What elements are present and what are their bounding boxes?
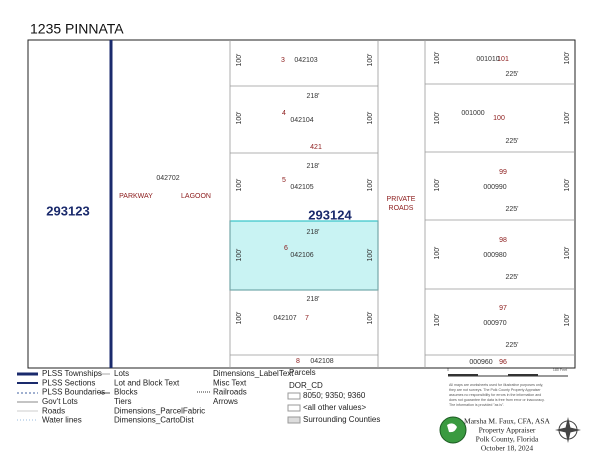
legend-title: Parcels: [289, 368, 316, 377]
dimension: 100': [367, 53, 374, 66]
dimension: 100': [564, 51, 571, 64]
dimension: 218': [306, 93, 319, 100]
lot-number: 3: [281, 57, 285, 64]
dimension: 100': [367, 178, 374, 191]
dimension: 100': [434, 246, 441, 259]
lot-number: 101: [497, 56, 509, 63]
parcel-id: 042104: [290, 117, 313, 124]
dimension: 100': [367, 111, 374, 124]
dimension: 225': [505, 342, 518, 349]
lot-number: 6: [284, 245, 288, 252]
parcel-id: 000980: [483, 252, 506, 259]
dimension: 100': [564, 178, 571, 191]
parcel-id: 042105: [290, 184, 313, 191]
legend-item: Blocks: [114, 388, 138, 397]
dimension: 100': [434, 111, 441, 124]
lot-number: 8: [296, 358, 300, 365]
signature: Polk County, Florida: [476, 435, 539, 444]
disclaimer: The information is provided "as is".: [449, 403, 504, 407]
legend-title: DOR_CD: [289, 381, 323, 390]
lot-number: 5: [282, 177, 286, 184]
disclaimer: they are not surveys. The Polk County Pr…: [449, 388, 541, 392]
dimension: 100': [236, 53, 243, 66]
signature: October 18, 2024: [481, 444, 534, 453]
block-label: 421: [310, 144, 322, 151]
legend-item: Surrounding Counties: [303, 415, 380, 424]
dimension: 218': [306, 229, 319, 236]
scale-label: 180 Feet: [553, 368, 567, 372]
dimension: 100': [236, 248, 243, 261]
road-name: LAGOON: [181, 193, 211, 200]
disclaimer: All maps are worksheets used for illustr…: [449, 383, 543, 387]
road-name: ROADS: [389, 205, 414, 212]
dimension: 100': [236, 178, 243, 191]
legend-item: Dimensions_ParcelFabric: [114, 406, 205, 415]
legend-item: Water lines: [42, 416, 82, 425]
parcel-id: 000990: [483, 184, 506, 191]
legend-item: Gov't Lots: [42, 397, 78, 406]
lot-number: 96: [499, 359, 507, 366]
dimension: 225': [505, 206, 518, 213]
dimension: 218': [306, 296, 319, 303]
legend-item: Arrows: [213, 397, 238, 406]
signature: Marsha M. Faux, CFA, ASA: [464, 417, 550, 426]
road-name: PARKWAY: [119, 193, 153, 200]
dimension: 100': [367, 311, 374, 324]
lot-number: 99: [499, 169, 507, 176]
scale-label: 0: [447, 368, 449, 372]
parcel-id: 042107: [273, 315, 296, 322]
legend-item: Misc Text: [213, 378, 247, 387]
lot-number: 98: [499, 237, 507, 244]
dimension: 225': [505, 71, 518, 78]
parcel-id: 042106: [290, 252, 313, 259]
legend-item: 8050; 9350; 9360: [303, 391, 366, 400]
township-label: 293124: [308, 207, 352, 222]
legend-item: Lot and Block Text: [114, 378, 180, 387]
dimension: 225': [505, 274, 518, 281]
dimension: 100': [564, 111, 571, 124]
disclaimer: does not guarantee the data is free from…: [449, 398, 545, 402]
lot-number: 100: [493, 115, 505, 122]
signature: Property Appraiser: [479, 426, 536, 435]
dimension: 100': [434, 313, 441, 326]
lot-number: 7: [305, 315, 309, 322]
parcel-id: 042702: [156, 175, 179, 182]
legend-item: Tiers: [114, 397, 131, 406]
parcel-id: 001010: [476, 56, 499, 63]
legend-item: Dimensions_LabelText: [213, 369, 294, 378]
disclaimer: assumes no responsibility for errors in …: [449, 393, 541, 397]
lot-number: 97: [499, 305, 507, 312]
map-frame: [27, 39, 576, 369]
dimension: 225': [505, 138, 518, 145]
parcel-id: 042103: [294, 57, 317, 64]
title: 1235 PINNATA: [30, 21, 124, 37]
lot-number: 4: [282, 110, 286, 117]
subject-parcel: [229, 220, 379, 291]
legend-item: PLSS Sections: [42, 378, 95, 387]
dimension: 218': [306, 163, 319, 170]
legend-item: Railroads: [213, 388, 247, 397]
dimension: 100': [564, 246, 571, 259]
legend-item: PLSS Boundaries: [42, 388, 105, 397]
legend-item: Dimensions_CartoDist: [114, 416, 194, 425]
dimension: 100': [434, 178, 441, 191]
parcel-id: 042108: [310, 358, 333, 365]
legend-item: PLSS Townships: [42, 369, 102, 378]
dimension: 100': [367, 248, 374, 261]
legend-item: <all other values>: [303, 403, 366, 412]
legend-item: Lots: [114, 369, 129, 378]
dimension: 100': [434, 51, 441, 64]
dimension: 100': [236, 111, 243, 124]
road-name: PRIVATE: [387, 196, 416, 203]
lot-lines: [229, 40, 575, 368]
parcel-id: 001000: [461, 110, 484, 117]
parcel-id: 000970: [483, 320, 506, 327]
township-label: 293123: [46, 203, 89, 218]
parcel-id: 000960: [469, 359, 492, 366]
legend-item: Roads: [42, 406, 65, 415]
legend-symbols: [17, 372, 581, 444]
dimension: 100': [236, 311, 243, 324]
dimension: 100': [564, 313, 571, 326]
